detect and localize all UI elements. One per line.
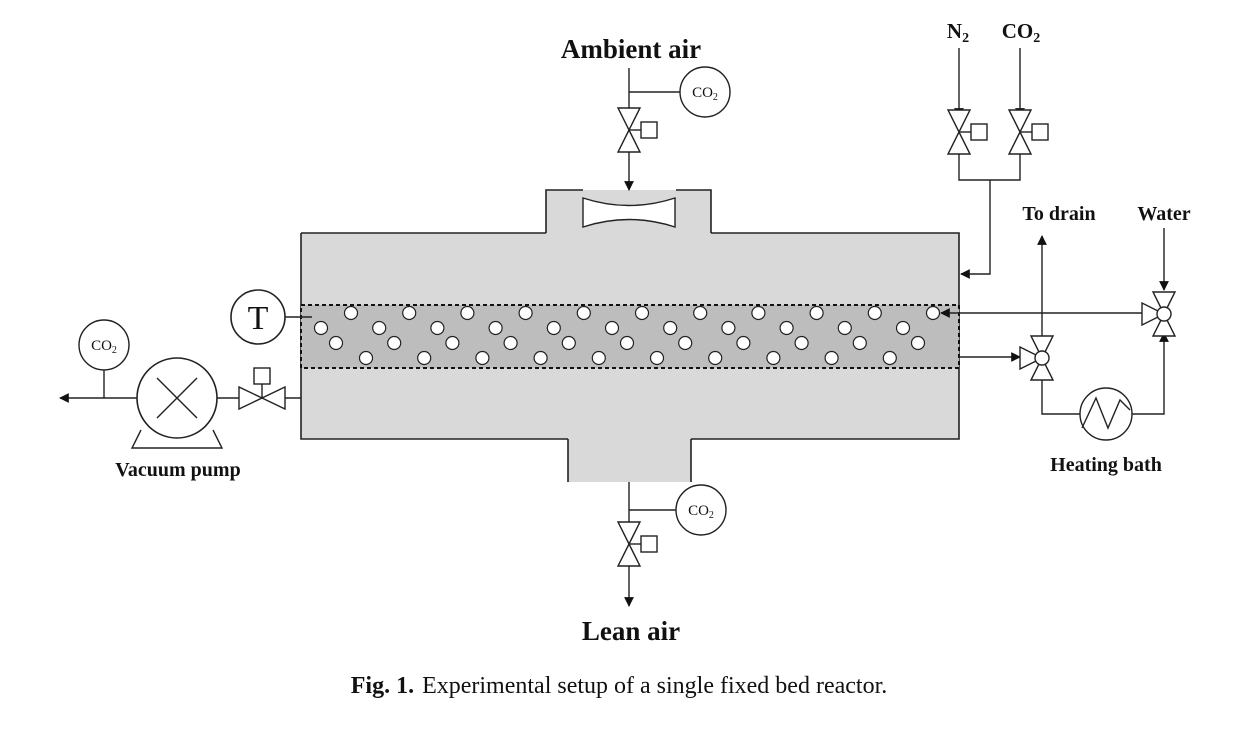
adsorbent-particle: [779, 320, 794, 336]
adsorbent-particle: [430, 320, 445, 336]
figure-caption: Fig. 1. Experimental setup of a single fi…: [0, 673, 1238, 700]
adsorbent-particle: [649, 350, 665, 366]
adsorbent-particle: [895, 320, 911, 336]
temperature-sensor: T: [230, 289, 312, 345]
adsorbent-particle: [852, 335, 867, 351]
co2-gas-label: CO2: [1002, 19, 1041, 46]
lean-air-valve[interactable]: [616, 521, 658, 567]
heating-bath-icon: [1079, 387, 1133, 441]
heat-transfer-circuit: [940, 228, 1169, 415]
adsorbent-particle: [794, 335, 809, 351]
vacuum-co2-sensor: CO2: [78, 319, 130, 371]
temperature-sensor-label: T: [248, 300, 269, 337]
adsorbent-particle: [591, 350, 606, 366]
adsorbent-particle: [663, 320, 678, 336]
adsorbent-particle: [910, 335, 926, 351]
svg-text:CO2: CO2: [91, 338, 117, 356]
adsorbent-particle: [736, 335, 751, 351]
heating-bath-label: Heating bath: [1050, 454, 1162, 476]
adsorbent-particle: [766, 350, 781, 366]
adsorbent-particle: [634, 305, 650, 321]
adsorbent-particle: [708, 350, 723, 366]
adsorbent-particle: [445, 335, 460, 351]
vacuum-pump-label: Vacuum pump: [115, 459, 240, 481]
figure-number: Fig. 1.: [350, 673, 415, 699]
adsorbent-particle: [402, 305, 417, 321]
adsorbent-particle: [343, 305, 359, 321]
adsorbent-particle: [721, 320, 736, 336]
adsorbent-particle: [824, 350, 839, 366]
gas-feed-lines: [954, 48, 1025, 279]
ambient-air-co2-sensor: CO2: [679, 66, 731, 118]
fan-icon: [582, 197, 676, 228]
fixed-bed: [300, 304, 960, 369]
svg-text:CO2: CO2: [688, 503, 714, 521]
adsorbent-particle: [488, 320, 503, 336]
water-three-way-valve[interactable]: [1141, 291, 1177, 337]
adsorbent-particle: [925, 305, 941, 321]
svg-text:CO2: CO2: [692, 85, 718, 103]
adsorbent-particle: [604, 320, 620, 336]
adsorbent-particle: [693, 305, 708, 321]
ambient-air-valve[interactable]: [616, 107, 658, 153]
adsorbent-particle: [678, 335, 693, 351]
adsorbent-particle: [619, 335, 635, 351]
n2-valve[interactable]: [946, 109, 988, 155]
adsorbent-particle: [576, 305, 591, 321]
adsorbent-particle: [417, 350, 432, 366]
adsorbent-particle: [328, 335, 344, 351]
adsorbent-particle: [546, 320, 561, 336]
adsorbent-particle: [358, 350, 374, 366]
vacuum-valve[interactable]: [238, 367, 286, 411]
drain-three-way-valve[interactable]: [1019, 335, 1055, 381]
adsorbent-particle: [387, 335, 402, 351]
ambient-air-label: Ambient air: [561, 34, 701, 64]
adsorbent-particle: [460, 305, 475, 321]
water-label: Water: [1137, 203, 1190, 225]
adsorbent-particle: [751, 305, 766, 321]
figure-caption-text: Experimental setup of a single fixed bed…: [422, 673, 888, 699]
adsorbent-particle: [475, 350, 490, 366]
adsorbent-particle: [809, 305, 824, 321]
adsorbent-particle: [837, 320, 852, 336]
adsorbent-particle: [518, 305, 533, 321]
vacuum-pump-icon: [130, 357, 224, 449]
adsorbent-particle: [561, 335, 576, 351]
adsorbent-particle: [372, 320, 387, 336]
adsorbent-particle: [533, 350, 548, 366]
co2-gas-valve[interactable]: [1007, 109, 1049, 155]
adsorbent-particle: [313, 320, 329, 336]
adsorbent-particle: [882, 350, 897, 366]
adsorbent-particle: [503, 335, 518, 351]
lean-air-co2-sensor: CO2: [675, 484, 727, 536]
lean-air-label: Lean air: [582, 616, 680, 646]
n2-label: N2: [947, 19, 969, 46]
adsorbent-particle: [867, 305, 882, 321]
to-drain-label: To drain: [1022, 203, 1095, 225]
adsorbent-particles: [313, 305, 941, 366]
